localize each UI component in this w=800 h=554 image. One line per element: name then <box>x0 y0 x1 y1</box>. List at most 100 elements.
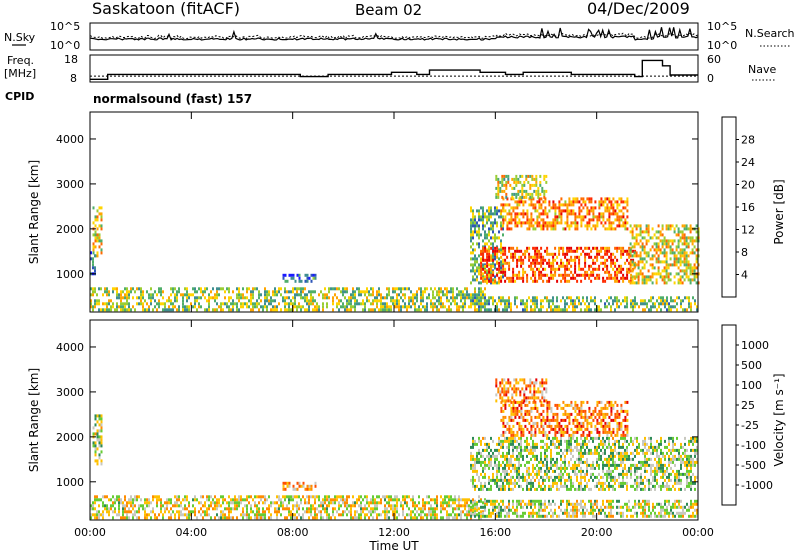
heatmap-cell <box>544 463 546 467</box>
heatmap-cell <box>108 507 110 511</box>
heatmap-cell <box>310 273 313 277</box>
heatmap-cell <box>685 251 688 255</box>
heatmap-cell <box>626 200 629 204</box>
heatmap-cell <box>530 255 533 259</box>
heatmap-cell <box>474 227 476 231</box>
heatmap-cell <box>635 224 638 228</box>
heatmap-cell <box>308 308 310 312</box>
heatmap-cell <box>629 242 632 246</box>
heatmap-cell <box>660 296 662 300</box>
heatmap-cell <box>672 454 674 458</box>
heatmap-cell <box>633 263 636 267</box>
heatmap-cell <box>532 445 534 449</box>
heatmap-cell <box>226 302 228 306</box>
heatmap-cell <box>663 275 666 279</box>
heatmap-cell <box>142 290 144 294</box>
heatmap-cell <box>142 504 144 508</box>
heatmap-cell <box>657 242 660 246</box>
heatmap-cell <box>92 501 94 505</box>
heatmap-cell <box>364 308 366 312</box>
heatmap-cell <box>626 469 628 473</box>
colorbar-tick-label: 16 <box>741 201 755 214</box>
heatmap-cell <box>622 454 624 458</box>
heatmap-cell <box>496 475 498 479</box>
heatmap-cell <box>194 507 196 511</box>
heatmap-cell <box>118 513 120 517</box>
heatmap-cell <box>608 227 611 231</box>
heatmap-cell <box>154 305 156 309</box>
heatmap-cell <box>514 481 516 485</box>
heatmap-cell <box>172 290 174 294</box>
heatmap-cell <box>94 453 97 457</box>
heatmap-cell <box>653 248 656 252</box>
heatmap-cell <box>668 463 670 467</box>
heatmap-cell <box>102 516 104 520</box>
heatmap-cell <box>166 498 168 502</box>
heatmap-cell <box>606 478 608 482</box>
heatmap-cell <box>486 258 489 262</box>
heatmap-cell <box>574 308 576 312</box>
heatmap-cell <box>572 276 575 280</box>
heatmap-cell <box>100 239 103 243</box>
heatmap-cell <box>506 481 508 485</box>
heatmap-cell <box>156 504 158 508</box>
heatmap-cell <box>512 255 515 259</box>
heatmap-cell <box>246 287 248 291</box>
heatmap-cell <box>586 252 589 256</box>
heatmap-cell <box>564 463 566 467</box>
heatmap-cell <box>501 195 504 199</box>
heatmap-cell <box>580 460 582 464</box>
heatmap-cell <box>686 472 688 476</box>
heatmap-cell <box>550 466 552 470</box>
heatmap-cell <box>260 293 262 297</box>
heatmap-cell <box>262 495 264 499</box>
heatmap-cell <box>208 305 210 309</box>
heatmap-cell <box>554 215 557 219</box>
heatmap-cell <box>530 308 532 312</box>
heatmap-cell <box>470 251 472 255</box>
heatmap-cell <box>386 302 388 306</box>
heatmap-cell <box>246 516 248 520</box>
heatmap-cell <box>188 296 190 300</box>
heatmap-cell <box>635 281 638 285</box>
heatmap-cell <box>673 275 676 279</box>
heatmap-cell <box>528 264 531 268</box>
heatmap-cell <box>616 206 619 210</box>
heatmap-cell <box>631 269 634 273</box>
heatmap-cell <box>322 516 324 520</box>
heatmap-cell <box>522 454 524 458</box>
heatmap-cell <box>656 445 658 449</box>
heatmap-cell <box>656 448 658 452</box>
heatmap-cell <box>280 293 282 297</box>
heatmap-cell <box>208 507 210 511</box>
heatmap-cell <box>632 463 634 467</box>
heatmap-cell <box>668 457 670 461</box>
heatmap-cell <box>606 258 609 262</box>
heatmap-cell <box>288 296 290 300</box>
heatmap-cell <box>92 507 94 511</box>
heatmap-cell <box>354 305 356 309</box>
heatmap-cell <box>212 287 214 291</box>
heatmap-cell <box>238 501 240 505</box>
heatmap-cell <box>448 513 450 517</box>
heatmap-cell <box>176 308 178 312</box>
heatmap-cell <box>308 290 310 294</box>
heatmap-cell <box>540 197 543 201</box>
heatmap-cell <box>582 218 585 222</box>
heatmap-cell <box>136 302 138 306</box>
heatmap-cell <box>478 272 480 276</box>
heatmap-cell <box>464 498 466 502</box>
heatmap-cell <box>654 472 656 476</box>
heatmap-cell <box>338 507 340 511</box>
heatmap-cell <box>516 246 519 250</box>
heatmap-cell <box>320 513 322 517</box>
heatmap-cell <box>550 308 552 312</box>
heatmap-cell <box>256 287 258 291</box>
heatmap-cell <box>660 487 662 491</box>
heatmap-cell <box>306 501 308 505</box>
heatmap-cell <box>602 487 604 491</box>
heatmap-cell <box>142 302 144 306</box>
heatmap-cell <box>648 457 650 461</box>
heatmap-cell <box>428 495 430 499</box>
heatmap-cell <box>356 498 358 502</box>
